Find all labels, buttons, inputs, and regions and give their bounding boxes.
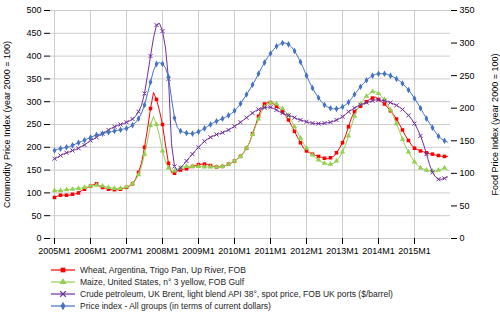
svg-text:150: 150 [460,136,475,146]
svg-text:200: 200 [26,142,41,152]
svg-text:250: 250 [460,71,475,81]
svg-text:0: 0 [36,233,41,243]
html-text:Maize, United States, n° 3 yel: Maize, United States, n° 3 yellow, FOB G… [80,277,244,287]
svg-text:450: 450 [26,28,41,38]
svg-text:300: 300 [460,38,475,48]
svg-text:2007M1: 2007M1 [110,246,143,256]
svg-text:50: 50 [460,201,470,211]
svg-text:2011M1: 2011M1 [255,246,287,256]
svg-text:350: 350 [460,5,475,15]
svg-text:Commodity Price Index (year 20: Commodity Price Index (year 2000 = 100) [2,41,12,208]
svg-text:2012M1: 2012M1 [290,246,323,256]
svg-text:2015M1: 2015M1 [398,246,431,256]
svg-text:2006M1: 2006M1 [74,246,107,256]
svg-text:0: 0 [460,233,465,243]
svg-text:2005M1: 2005M1 [38,246,71,256]
svg-text:2010M1: 2010M1 [218,246,251,256]
svg-text:Food Price Index (year 2000 =: Food Price Index (year 2000 = 100) [490,54,500,196]
svg-text:150: 150 [26,165,41,175]
svg-text:100: 100 [460,168,475,178]
svg-text:2013M1: 2013M1 [326,246,359,256]
svg-text:100: 100 [26,188,41,198]
html-text:Crude petroleum, UK Brent, lig: Crude petroleum, UK Brent, light blend A… [80,289,393,299]
svg-text:2009M1: 2009M1 [182,246,215,256]
svg-text:500: 500 [26,5,41,15]
svg-text:200: 200 [460,103,475,113]
svg-text:350: 350 [26,74,41,84]
svg-text:2014M1: 2014M1 [362,246,395,256]
html-text:Price index - All groups (in t: Price index - All groups (in terms of cu… [80,301,271,311]
svg-text:250: 250 [26,119,41,129]
svg-text:2008M1: 2008M1 [146,246,179,256]
svg-text:400: 400 [26,51,41,61]
svg-text:50: 50 [31,211,41,221]
svg-text:300: 300 [26,97,41,107]
html-text:Wheat, Argentina, Trigo Pan, U: Wheat, Argentina, Trigo Pan, Up River, F… [80,265,246,275]
